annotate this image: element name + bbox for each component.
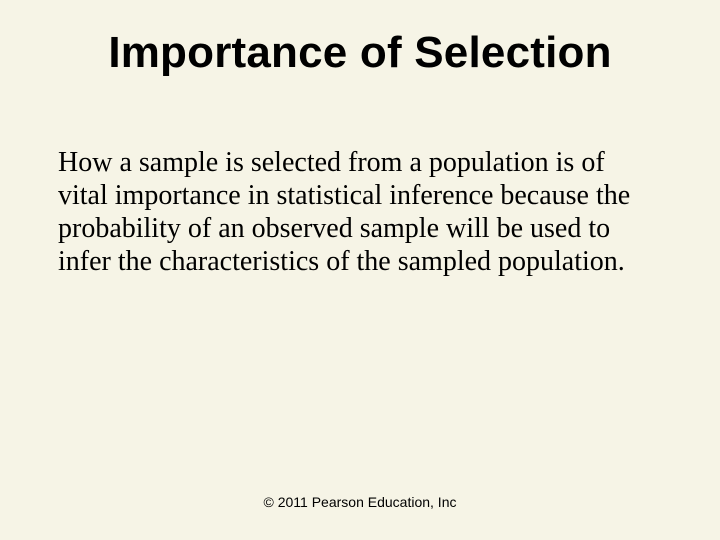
slide-title: Importance of Selection [0,0,720,78]
slide-body: How a sample is selected from a populati… [0,78,720,278]
copyright-notice: © 2011 Pearson Education, Inc [0,494,720,510]
